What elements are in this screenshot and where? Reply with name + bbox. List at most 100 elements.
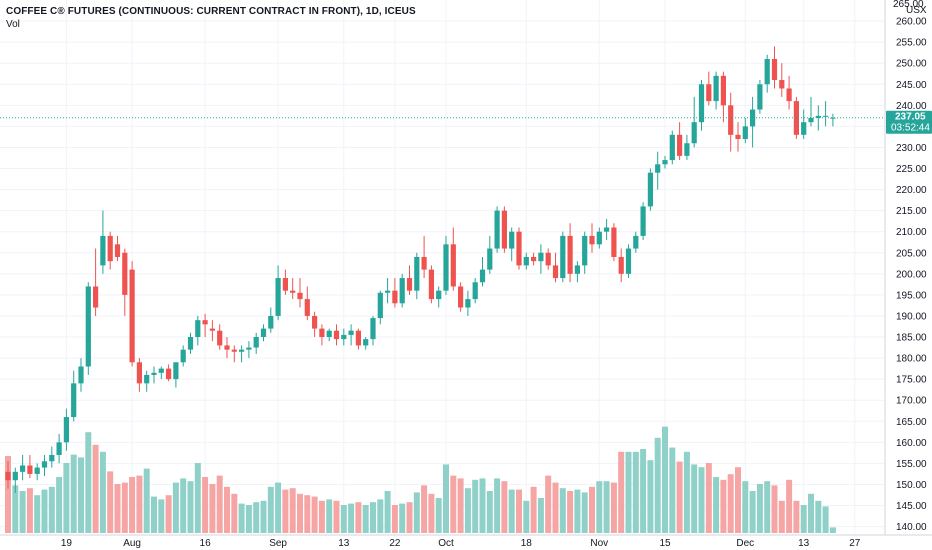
volume-bar (12, 485, 19, 533)
candle (523, 252, 529, 270)
volume-bar (377, 499, 384, 533)
candle-body (720, 75, 726, 106)
candle-body (34, 467, 40, 474)
volume-bar (202, 477, 209, 533)
candle-body (815, 115, 821, 118)
candle (144, 370, 150, 392)
volume-bar (625, 451, 632, 533)
candle (604, 219, 610, 241)
volume-bar (216, 475, 223, 533)
current-price-tag[interactable]: 237.05 03:52:44 (886, 110, 932, 134)
candle (735, 122, 741, 152)
candle (151, 366, 157, 384)
candle (823, 101, 829, 127)
price-tick-label: 200.00 (896, 269, 927, 280)
candle (290, 278, 296, 300)
volume-label[interactable]: Vol (6, 19, 20, 30)
time-tick-label: Aug (123, 538, 141, 549)
candle-body (239, 349, 245, 352)
candle-body (78, 366, 84, 384)
candle-body (757, 84, 763, 110)
candle (319, 324, 325, 346)
candle (677, 122, 683, 161)
time-tick-label: Sep (269, 538, 287, 549)
candle (764, 54, 770, 93)
volume-bar (464, 488, 471, 533)
candle (574, 261, 580, 283)
time-tick-label: Nov (590, 538, 608, 549)
chart-legend[interactable]: COFFEE C® FUTURES (CONTINUOUS: CURRENT C… (6, 5, 416, 31)
price-tick-label: 190.00 (896, 311, 927, 322)
volume-bar (78, 457, 84, 533)
volume-bar (143, 468, 150, 533)
candle-body (771, 58, 778, 81)
symbol-title[interactable]: COFFEE C® FUTURES (CONTINUOUS: CURRENT C… (6, 6, 416, 17)
volume-bar (391, 505, 398, 533)
price-tick-label: 225.00 (896, 164, 927, 175)
volume-bar (41, 489, 48, 533)
candle (406, 265, 413, 295)
candle (779, 63, 785, 97)
candle (363, 337, 369, 350)
candle-body (56, 442, 62, 455)
candle (136, 358, 142, 392)
candle (239, 345, 245, 363)
candle (567, 223, 573, 283)
candle-body (85, 286, 91, 367)
candle-body (472, 282, 478, 300)
price-tick-label: 220.00 (896, 185, 927, 196)
volume-bar (764, 481, 771, 533)
candle (370, 315, 376, 346)
candle (728, 92, 734, 152)
candle-body (793, 101, 799, 135)
candle (341, 328, 347, 346)
price-tick-label: 205.00 (896, 248, 927, 259)
candle-body (399, 278, 405, 304)
candle-body (596, 231, 602, 245)
volume-bar (676, 461, 683, 533)
candle (458, 282, 464, 312)
candle-body (49, 454, 55, 462)
candle-body (538, 252, 544, 262)
volume-bar (26, 488, 33, 533)
candle (465, 290, 471, 316)
candle (173, 362, 179, 388)
volume-bar (158, 499, 165, 533)
time-tick-label: Oct (438, 538, 454, 549)
candle (414, 252, 420, 300)
volume-bar (172, 482, 179, 533)
price-axis-panel[interactable] (885, 0, 932, 535)
candle (312, 311, 318, 338)
volume-bar (289, 488, 296, 533)
volume-bar (443, 464, 449, 533)
volume-bars (5, 426, 836, 533)
candle-body (801, 122, 807, 135)
volume-bar (457, 478, 464, 533)
candle (793, 96, 799, 140)
candle (552, 252, 559, 283)
candle-body (567, 235, 573, 274)
candle (618, 248, 624, 283)
candle (326, 328, 332, 342)
candle-body (713, 75, 719, 102)
time-axis[interactable]: 19 Aug 16 Sep 13 22 Oct 18 Nov 15 Dec 13 27 (61, 538, 861, 549)
price-tick-label: 160.00 (896, 438, 927, 449)
volume-bar (829, 527, 836, 533)
time-tick-label: 15 (659, 538, 671, 549)
volume-bar (640, 449, 647, 533)
candle-body (355, 330, 361, 346)
candle (655, 151, 661, 190)
volume-bar (56, 477, 63, 533)
candle-body (129, 269, 135, 363)
time-tick-label: 13 (338, 538, 350, 549)
candle-body (363, 339, 369, 346)
candle (195, 315, 201, 346)
candle-body (107, 235, 113, 262)
candle (450, 227, 456, 291)
volume-bar (713, 477, 720, 533)
volume-bar (326, 499, 333, 533)
volume-bar (253, 502, 260, 533)
price-axis-top-label: 265.00 (893, 0, 924, 10)
